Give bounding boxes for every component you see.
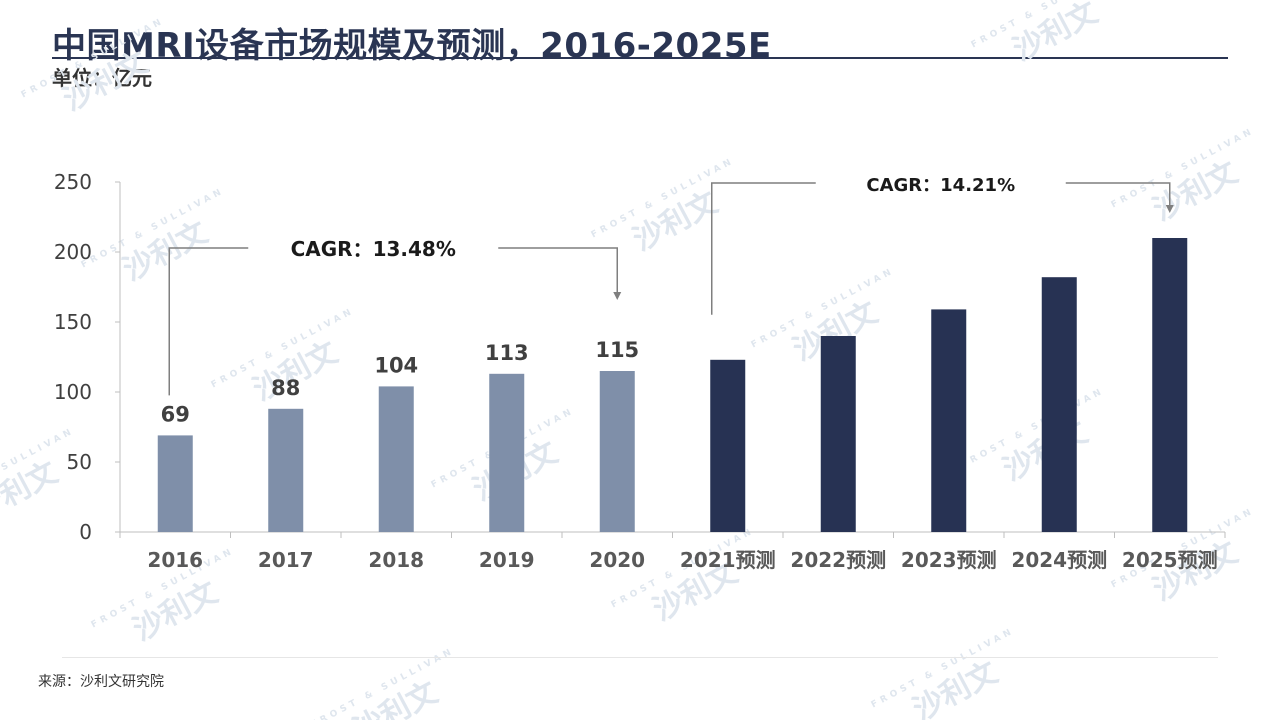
bar <box>157 435 193 532</box>
cagr-label: CAGR：14.21% <box>866 175 1015 196</box>
bar <box>710 359 746 532</box>
cagr-label: CAGR：13.48% <box>291 237 456 261</box>
data-label: 69 <box>161 402 190 426</box>
x-tick-label: 2020 <box>589 548 645 572</box>
x-tick-label: 2025预测 <box>1122 548 1218 572</box>
y-tick-label: 200 <box>54 240 92 264</box>
page-title: 中国MRI设备市场规模及预测，2016-2025E <box>52 26 772 66</box>
y-tick-label: 50 <box>67 450 92 474</box>
footer-divider <box>62 657 1218 658</box>
cagr-arrow-icon <box>613 292 622 300</box>
cagr-bracket-line <box>711 182 816 315</box>
x-tick-label: 2019 <box>479 548 535 572</box>
bar <box>820 336 856 532</box>
cagr-bracket-line <box>168 247 249 396</box>
cagr-bracket-line <box>1065 182 1171 206</box>
y-tick-label: 250 <box>54 170 92 194</box>
label-layer: 69 88 104 113 115 <box>161 338 640 426</box>
data-label: 88 <box>271 376 300 400</box>
x-tick-label: 2017 <box>258 548 314 572</box>
bar <box>599 371 635 532</box>
annotation-layer: CAGR：13.48% CAGR：14.21% <box>168 175 1174 396</box>
source-note: 来源：沙利文研究院 <box>38 674 164 690</box>
x-tick-label: 2021预测 <box>680 548 776 572</box>
bar <box>1152 238 1188 532</box>
data-label: 115 <box>595 338 639 362</box>
data-label: 104 <box>374 353 418 377</box>
x-tick-label: 2024预测 <box>1011 548 1107 572</box>
title-divider <box>52 57 1228 59</box>
y-tick-label: 150 <box>54 310 92 334</box>
unit-label: 单位：亿元 <box>52 66 152 90</box>
y-tick-label: 100 <box>54 380 92 404</box>
axis-layer: 0 50 100 150 200 250 2016 2017 2018 2019 2020 2021预… <box>54 170 1226 572</box>
x-tick-label: 2022预测 <box>790 548 886 572</box>
x-tick-label: 2016 <box>147 548 203 572</box>
bar <box>931 309 967 532</box>
bar <box>378 386 414 532</box>
data-label: 113 <box>485 341 529 365</box>
cagr-arrow-icon <box>1165 205 1174 213</box>
bar <box>1041 277 1077 532</box>
watermark-text: 沙利文 <box>1008 0 1104 68</box>
y-tick-label: 0 <box>79 520 92 544</box>
bar <box>268 408 304 532</box>
x-tick-label: 2023预测 <box>901 548 997 572</box>
bar-layer <box>157 238 1188 532</box>
bar <box>489 373 525 532</box>
x-tick-label: 2018 <box>368 548 424 572</box>
cagr-bracket-line <box>498 247 618 293</box>
